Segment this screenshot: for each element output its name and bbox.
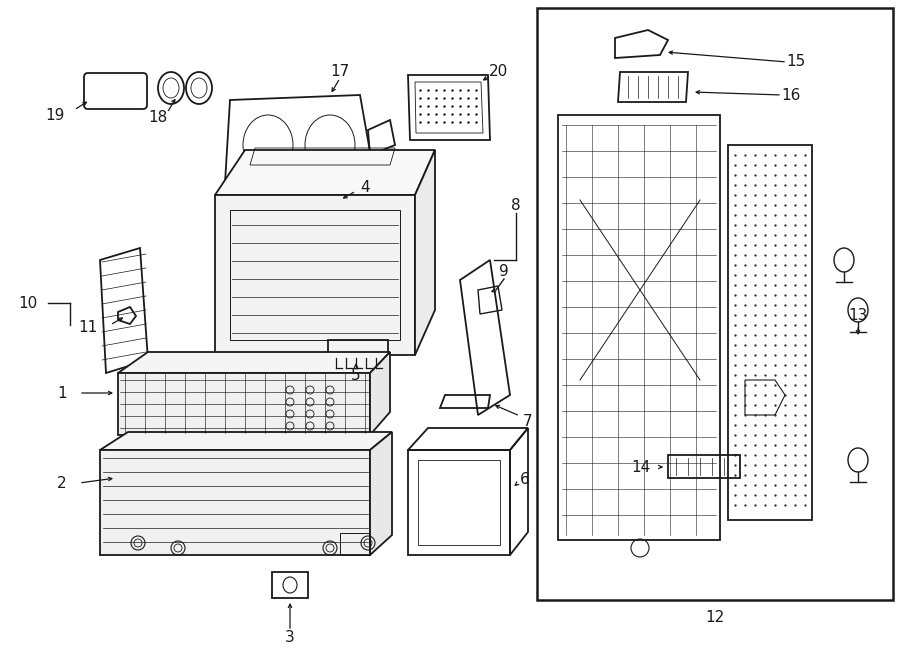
Text: 4: 4 bbox=[360, 180, 370, 196]
Text: 19: 19 bbox=[45, 108, 65, 122]
Text: 15: 15 bbox=[787, 54, 806, 69]
Text: 10: 10 bbox=[18, 295, 38, 311]
Polygon shape bbox=[215, 195, 415, 355]
Text: 8: 8 bbox=[511, 198, 521, 212]
Text: 3: 3 bbox=[285, 631, 295, 646]
Text: 13: 13 bbox=[849, 307, 868, 323]
Text: 20: 20 bbox=[489, 65, 508, 79]
Text: 14: 14 bbox=[632, 459, 651, 475]
Text: 12: 12 bbox=[706, 611, 724, 625]
Polygon shape bbox=[215, 150, 435, 195]
Text: 1: 1 bbox=[58, 385, 67, 401]
Text: 5: 5 bbox=[351, 368, 361, 383]
Polygon shape bbox=[415, 150, 435, 355]
Polygon shape bbox=[118, 352, 390, 373]
Text: 16: 16 bbox=[781, 87, 801, 102]
Text: 11: 11 bbox=[78, 319, 97, 334]
Polygon shape bbox=[100, 432, 392, 450]
Polygon shape bbox=[100, 450, 370, 555]
Text: 17: 17 bbox=[330, 65, 349, 79]
Polygon shape bbox=[370, 352, 390, 435]
Bar bbox=[537, 8, 893, 600]
Text: 2: 2 bbox=[58, 475, 67, 490]
Text: 18: 18 bbox=[148, 110, 167, 126]
Text: 7: 7 bbox=[523, 414, 533, 430]
Polygon shape bbox=[118, 373, 370, 435]
Polygon shape bbox=[370, 432, 392, 555]
Text: 6: 6 bbox=[520, 473, 530, 488]
Text: 9: 9 bbox=[500, 264, 508, 280]
